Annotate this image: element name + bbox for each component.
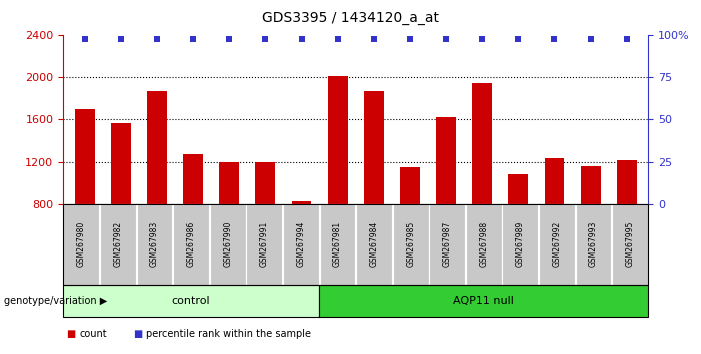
Point <box>477 36 488 41</box>
Text: GSM267981: GSM267981 <box>333 221 342 267</box>
Point <box>368 36 379 41</box>
Point <box>332 36 343 41</box>
Point <box>296 36 307 41</box>
Text: GSM267984: GSM267984 <box>369 221 379 267</box>
Text: GDS3395 / 1434120_a_at: GDS3395 / 1434120_a_at <box>262 11 439 25</box>
Text: percentile rank within the sample: percentile rank within the sample <box>146 329 311 339</box>
Bar <box>255 161 275 204</box>
Bar <box>328 76 348 204</box>
Text: AQP11 null: AQP11 null <box>454 296 515 306</box>
Point <box>260 36 271 41</box>
Bar <box>183 154 203 204</box>
Bar <box>545 158 564 204</box>
Bar <box>580 166 601 204</box>
Text: GSM267986: GSM267986 <box>186 221 196 267</box>
Text: ■: ■ <box>133 329 142 339</box>
Text: GSM267982: GSM267982 <box>114 221 123 267</box>
Text: GSM267992: GSM267992 <box>552 221 562 267</box>
Text: control: control <box>172 296 210 306</box>
Bar <box>436 118 456 204</box>
Text: GSM267993: GSM267993 <box>589 221 598 268</box>
Point <box>115 36 126 41</box>
Point <box>621 36 632 41</box>
Bar <box>111 122 131 204</box>
Text: GSM267987: GSM267987 <box>443 221 451 267</box>
Text: GSM267994: GSM267994 <box>297 221 306 268</box>
Bar <box>472 83 492 204</box>
Point <box>404 36 416 41</box>
Bar <box>364 91 383 204</box>
Point <box>188 36 199 41</box>
Point <box>585 36 597 41</box>
Point <box>151 36 163 41</box>
Text: GSM267989: GSM267989 <box>516 221 525 267</box>
Bar <box>508 174 529 204</box>
Text: GSM267990: GSM267990 <box>223 221 232 268</box>
Text: GSM267991: GSM267991 <box>260 221 268 267</box>
Text: GSM267983: GSM267983 <box>150 221 159 267</box>
Point <box>549 36 560 41</box>
Bar <box>292 201 311 204</box>
Text: GSM267985: GSM267985 <box>406 221 415 267</box>
Text: GSM267980: GSM267980 <box>77 221 86 267</box>
Bar <box>147 91 167 204</box>
Point <box>440 36 451 41</box>
Text: count: count <box>79 329 107 339</box>
Bar <box>617 160 637 204</box>
Text: ■: ■ <box>67 329 76 339</box>
Text: GSM267995: GSM267995 <box>625 221 634 268</box>
Bar <box>75 109 95 204</box>
Text: genotype/variation ▶: genotype/variation ▶ <box>4 296 107 306</box>
Point <box>224 36 235 41</box>
Point <box>512 36 524 41</box>
Point <box>79 36 90 41</box>
Text: GSM267988: GSM267988 <box>479 221 489 267</box>
Bar <box>400 167 420 204</box>
Bar <box>219 161 239 204</box>
